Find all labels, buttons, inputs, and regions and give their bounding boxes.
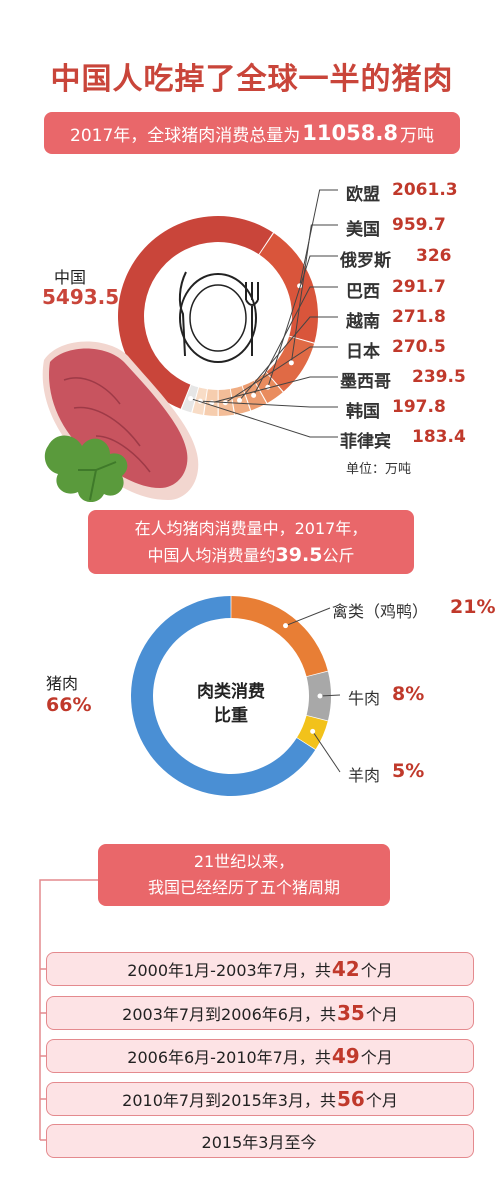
leader-line-beef bbox=[319, 694, 341, 697]
meat-value-mutton: 5% bbox=[392, 760, 425, 782]
per-capita-value: 39.5 bbox=[275, 544, 323, 566]
knife-icon bbox=[178, 271, 187, 357]
center-line1: 肉类消费 bbox=[197, 682, 265, 702]
leader-dot-us bbox=[288, 360, 294, 366]
country-value-eu: 2061.3 bbox=[392, 180, 458, 200]
leader-dot-philippines bbox=[188, 396, 194, 402]
per-capita-prefix: 中国人均消费量约 bbox=[147, 546, 276, 565]
china-value: 5493.5 bbox=[42, 285, 120, 309]
country-value-mexico: 239.5 bbox=[412, 367, 466, 387]
country-label-philippines: 菲律宾 bbox=[340, 432, 391, 452]
cycle-text: 2015年3月至今 bbox=[201, 1133, 317, 1152]
fork-icon bbox=[245, 282, 259, 356]
unit-note: 单位：万吨 bbox=[346, 462, 412, 477]
leader-dot-mutton bbox=[310, 728, 316, 734]
meat-value-poultry: 21% bbox=[450, 596, 496, 618]
cycle-banner-line1: 21世纪以来， bbox=[193, 852, 295, 871]
total-value: 11058.8 bbox=[302, 121, 398, 145]
cycle-months: 35 bbox=[336, 1001, 365, 1025]
timeline-bracket bbox=[39, 879, 98, 1141]
leader-line-us bbox=[290, 224, 338, 363]
meat-label-poultry: 禽类（鸡鸭） bbox=[332, 602, 429, 621]
meat-value-pork: 66% bbox=[46, 694, 92, 716]
cycle-text: 2006年6月-2010年7月，共 bbox=[127, 1048, 331, 1067]
meat-label-pork: 猪肉 bbox=[46, 674, 79, 693]
country-label-mexico: 墨西哥 bbox=[340, 372, 391, 392]
meat-share-leader-lines bbox=[283, 607, 341, 773]
leader-line-mexico bbox=[211, 376, 338, 404]
cycle-item-5: 2015年3月至今 bbox=[46, 1124, 474, 1158]
total-consumption-banner: 2017年，全球猪肉消费总量为 11058.8 万吨 bbox=[44, 112, 460, 154]
leader-line-mutton bbox=[312, 731, 341, 773]
cycle-suffix: 个月 bbox=[365, 1005, 398, 1024]
meat-label-mutton: 羊肉 bbox=[348, 766, 381, 785]
country-value-korea: 197.8 bbox=[392, 397, 446, 417]
leader-line-poultry bbox=[285, 607, 331, 627]
cycle-months: 49 bbox=[331, 1044, 360, 1068]
total-prefix: 2017年，全球猪肉消费总量为 bbox=[70, 125, 301, 146]
plate-icon bbox=[179, 273, 257, 363]
country-label-eu: 欧盟 bbox=[346, 185, 380, 205]
per-capita-banner: 在人均猪肉消费量中，2017年， 中国人均消费量约39.5公斤 bbox=[88, 510, 414, 574]
cycle-item-4: 2010年7月到2015年3月，共 56 个月 bbox=[46, 1082, 474, 1116]
donut-slice-china bbox=[117, 215, 273, 409]
country-label-korea: 韩国 bbox=[346, 402, 380, 422]
meat-icon bbox=[42, 341, 199, 500]
center-line2: 比重 bbox=[214, 706, 248, 726]
country-value-us: 959.7 bbox=[392, 215, 446, 235]
leader-dot-poultry bbox=[283, 623, 289, 629]
cycle-suffix: 个月 bbox=[360, 961, 393, 980]
donut-slice-eu bbox=[259, 233, 318, 343]
meat-share-center-label: 肉类消费 比重 bbox=[176, 680, 286, 728]
leader-line-russia bbox=[267, 255, 338, 388]
cycle-item-2: 2003年7月到2006年6月，共 35 个月 bbox=[46, 996, 474, 1030]
cycle-item-1: 2000年1月-2003年7月，共 42 个月 bbox=[46, 952, 474, 986]
meat-label-beef: 牛肉 bbox=[348, 689, 381, 708]
leader-dot-vietnam bbox=[237, 397, 243, 403]
country-label-japan: 日本 bbox=[346, 342, 380, 362]
donut-slice-poultry bbox=[231, 596, 328, 677]
page-title: 中国人吃掉了全球一半的猪肉 bbox=[50, 62, 454, 97]
country-label-brazil: 巴西 bbox=[346, 282, 380, 302]
cycle-months: 56 bbox=[336, 1087, 365, 1111]
cycle-text: 2000年1月-2003年7月，共 bbox=[127, 961, 331, 980]
country-value-japan: 270.5 bbox=[392, 337, 446, 357]
country-leader-lines bbox=[188, 189, 338, 438]
per-capita-line1: 在人均猪肉消费量中，2017年， bbox=[134, 519, 368, 538]
cycle-text: 2003年7月到2006年6月，共 bbox=[122, 1005, 336, 1024]
total-suffix: 万吨 bbox=[399, 125, 434, 146]
leader-line-vietnam bbox=[239, 316, 338, 401]
per-capita-suffix: 公斤 bbox=[322, 546, 355, 565]
cycle-banner-line2: 我国已经经历了五个猪周期 bbox=[147, 878, 340, 897]
cycle-suffix: 个月 bbox=[360, 1048, 393, 1067]
country-label-vietnam: 越南 bbox=[346, 312, 380, 332]
country-value-russia: 326 bbox=[416, 246, 452, 266]
country-label-russia: 俄罗斯 bbox=[340, 251, 391, 271]
parsley-icon bbox=[44, 435, 128, 503]
country-value-vietnam: 271.8 bbox=[392, 307, 446, 327]
leader-line-japan bbox=[225, 346, 338, 404]
meat-value-beef: 8% bbox=[392, 683, 425, 705]
cycle-item-3: 2006年6月-2010年7月，共 49 个月 bbox=[46, 1039, 474, 1073]
leader-line-brazil bbox=[253, 286, 338, 396]
pig-cycle-banner: 21世纪以来， 我国已经经历了五个猪周期 bbox=[98, 844, 390, 906]
cycle-months: 42 bbox=[331, 957, 360, 981]
cycle-text: 2010年7月到2015年3月，共 bbox=[122, 1091, 336, 1110]
cycle-suffix: 个月 bbox=[365, 1091, 398, 1110]
leader-line-korea bbox=[200, 400, 338, 408]
leader-line-philippines bbox=[190, 398, 338, 438]
country-label-us: 美国 bbox=[346, 220, 380, 240]
country-value-philippines: 183.4 bbox=[412, 427, 466, 447]
leader-dot-brazil bbox=[251, 392, 257, 398]
country-value-brazil: 291.7 bbox=[392, 277, 446, 297]
leader-dot-beef bbox=[317, 693, 323, 699]
china-label: 中国 bbox=[54, 268, 87, 287]
leader-line-eu bbox=[299, 189, 338, 286]
